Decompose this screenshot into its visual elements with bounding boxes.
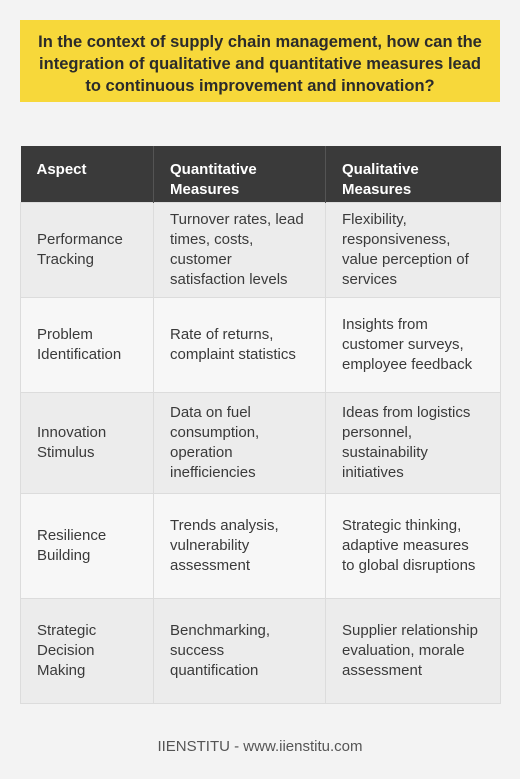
aspect-cell: Performance Tracking [20, 201, 154, 298]
table-row: Problem Identification Rate of returns, … [20, 296, 501, 393]
table-row: Resilience Building Trends analysis, vul… [20, 492, 501, 599]
qualitative-cell: Insights from customer surveys, employee… [325, 296, 501, 393]
aspect-cell: Resilience Building [20, 492, 154, 599]
table-row: Performance Tracking Turnover rates, lea… [20, 201, 501, 298]
quantitative-cell: Turnover rates, lead times, costs, custo… [153, 201, 326, 298]
header-quantitative: Quantitative Measures [153, 146, 326, 202]
qualitative-cell: Ideas from logistics personnel, sustaina… [325, 391, 501, 494]
aspect-cell: Innovation Stimulus [20, 391, 154, 494]
table-header-row: Aspect Quantitative Measures Qualitative… [20, 146, 501, 202]
quantitative-cell: Data on fuel consumption, operation inef… [153, 391, 326, 494]
question-text: In the context of supply chain managemen… [38, 33, 482, 95]
question-banner: In the context of supply chain managemen… [20, 20, 500, 102]
qualitative-cell: Strategic thinking, adaptive measures to… [325, 492, 501, 599]
aspect-cell: Strategic Decision Making [20, 597, 154, 704]
aspect-cell: Problem Identification [20, 296, 154, 393]
table-row: Innovation Stimulus Data on fuel consump… [20, 391, 501, 494]
quantitative-cell: Benchmarking, success quantification [153, 597, 326, 704]
table-row: Strategic Decision Making Benchmarking, … [20, 597, 501, 704]
header-aspect: Aspect [20, 146, 154, 202]
header-qualitative: Qualitative Measures [325, 146, 501, 202]
footer-credit: IIENSTITU - www.iienstitu.com [157, 738, 363, 755]
qualitative-cell: Flexibility, responsiveness, value perce… [325, 201, 501, 298]
quantitative-cell: Rate of returns, complaint statistics [153, 296, 326, 393]
comparison-table: Aspect Quantitative Measures Qualitative… [20, 146, 501, 704]
quantitative-cell: Trends analysis, vulnerability assessmen… [153, 492, 326, 599]
qualitative-cell: Supplier relationship evaluation, morale… [325, 597, 501, 704]
